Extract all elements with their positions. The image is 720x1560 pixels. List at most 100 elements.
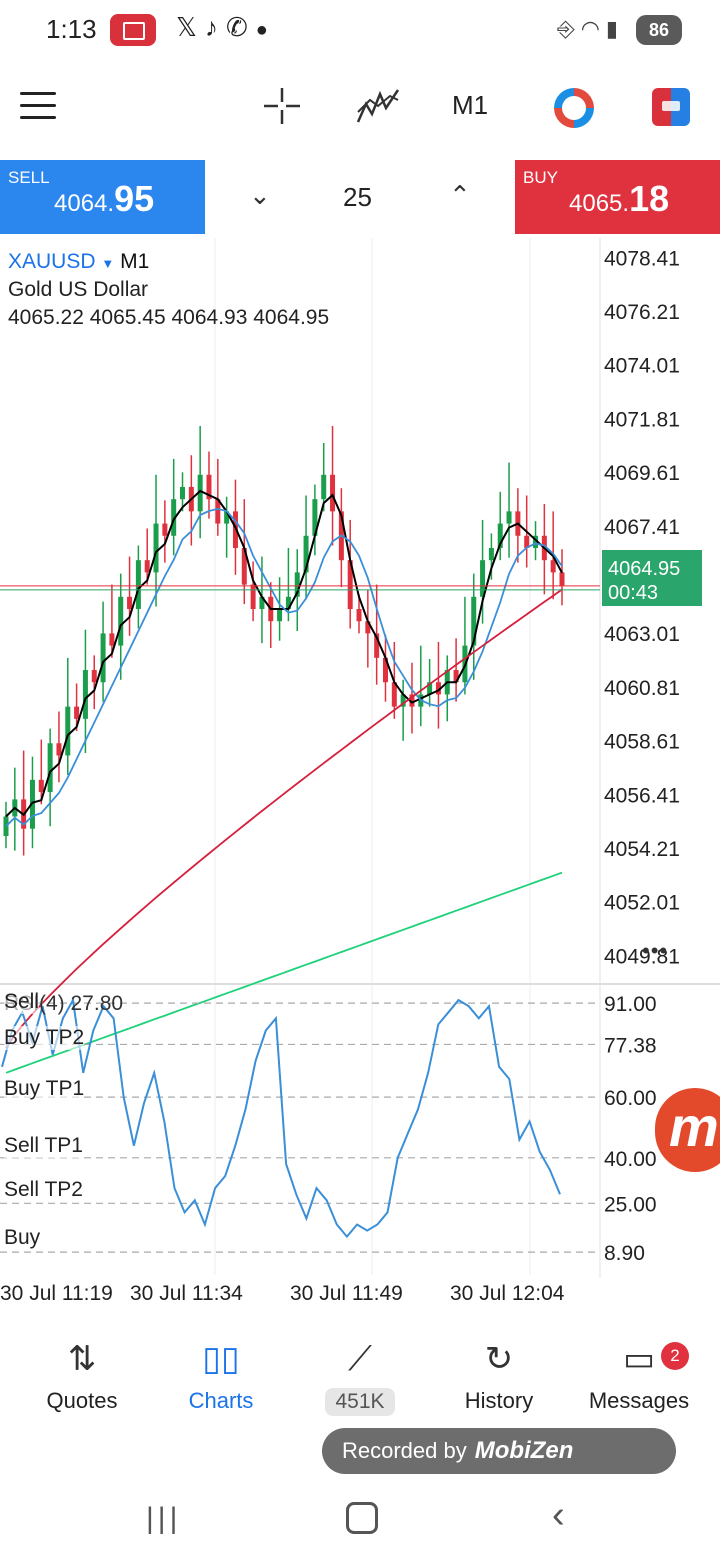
candle — [65, 706, 71, 756]
candle — [321, 474, 327, 500]
nav-history[interactable]: ↻ History — [429, 1330, 569, 1430]
sell-label: SELL — [8, 168, 50, 187]
back-icon[interactable]: ‹ — [552, 1494, 565, 1536]
price-axis-label: 4052.01 — [604, 892, 680, 915]
candle — [215, 499, 221, 524]
timeframe-button[interactable]: M1 — [452, 90, 489, 120]
sell-button[interactable]: SELL 4064.95 — [0, 160, 205, 234]
price-axis-label: 4054.21 — [604, 838, 680, 861]
candle — [506, 511, 512, 524]
buy-button[interactable]: BUY 4065.18 — [515, 160, 720, 234]
more-options-icon[interactable]: ••• — [642, 938, 669, 963]
level-label-sell: Sell — [4, 990, 40, 1014]
notification-icons: 𝕏♪✆● — [176, 12, 276, 43]
symbol-dropdown-icon[interactable]: ▼ — [101, 256, 115, 271]
candle — [330, 474, 336, 512]
rsi-line — [1, 997, 561, 1239]
rsi-axis-label: 60.00 — [604, 1087, 657, 1110]
candle — [382, 657, 388, 683]
candle — [3, 816, 9, 836]
status-time: 1:13 — [46, 14, 97, 44]
lot-increase-chevron-up-icon[interactable]: ⌃ — [449, 180, 471, 210]
chart-type-icon[interactable] — [652, 88, 690, 126]
crosshair-icon[interactable] — [262, 86, 302, 126]
candle — [91, 670, 97, 683]
buy-price: 4065.18 — [569, 178, 670, 219]
price-axis-label: 4060.81 — [604, 677, 680, 700]
candle — [241, 547, 247, 585]
price-axis-label: 4067.41 — [604, 516, 680, 539]
menu-icon[interactable] — [20, 92, 56, 120]
candle — [480, 560, 486, 597]
price-axis-label: 4056.41 — [604, 784, 680, 807]
cast-icon: ⎆ — [557, 16, 581, 41]
price-axis-label: 4049.81 — [604, 945, 680, 968]
candle — [47, 743, 53, 793]
candle — [206, 474, 212, 500]
price-axis-label: 4076.21 — [604, 301, 680, 324]
home-icon[interactable] — [346, 1502, 378, 1534]
mobizen-floating-icon[interactable] — [655, 1088, 720, 1172]
indicators-icon[interactable] — [356, 86, 400, 126]
candle — [285, 596, 291, 609]
trade-icon[interactable] — [554, 88, 594, 128]
system-icons: ⎆◠▮ — [557, 16, 624, 42]
candle — [82, 670, 88, 719]
candle — [74, 706, 80, 719]
candle — [259, 596, 265, 609]
candle — [144, 560, 150, 573]
x-icon: 𝕏 — [176, 12, 205, 42]
level-label-buy: Buy — [4, 1226, 41, 1250]
nav-messages[interactable]: ▭ 2 Messages — [569, 1330, 709, 1430]
history-icon: ↻ — [484, 1340, 514, 1378]
candle — [312, 499, 318, 536]
nav-charts[interactable]: ▯▯ Charts — [151, 1330, 291, 1430]
rsi-axis-label: 91.00 — [604, 993, 657, 1016]
bottom-navigation: ⇅ Quotes ▯▯ Charts ⟋ 451K ↻ History ▭ 2 … — [0, 1330, 720, 1440]
trade-chart-icon: ⟋ — [348, 1340, 372, 1378]
price-axis-label: 4071.81 — [604, 408, 680, 431]
ma-long-line — [5, 871, 563, 1074]
candle — [391, 682, 397, 707]
price-axis-label: 4069.61 — [604, 462, 680, 485]
lot-size-value[interactable]: 25 — [343, 182, 372, 212]
candle — [197, 474, 203, 512]
candle — [294, 572, 300, 597]
candle — [435, 682, 441, 695]
price-axis-label: 4074.01 — [604, 355, 680, 378]
symbol-name[interactable]: XAUUSD — [8, 250, 96, 273]
candle — [374, 633, 380, 658]
chart-toolbar: M1 — [0, 62, 720, 158]
price-axis-label: 4063.01 — [604, 623, 680, 646]
price-axis-label: 4058.61 — [604, 731, 680, 754]
candle — [559, 572, 565, 586]
current-price-tag: 4064.95 00:43 — [602, 550, 702, 606]
dot-icon: ● — [255, 19, 276, 41]
whatsapp-icon: ✆ — [225, 12, 256, 42]
wifi-icon: ◠ — [580, 16, 606, 41]
symbol-description: Gold US Dollar — [8, 278, 149, 301]
candle — [347, 560, 353, 609]
price-chart[interactable]: 4078.41 4076.21 4074.01 4071.81 4069.61 4067.… — [0, 236, 720, 1326]
candle — [488, 547, 494, 561]
level-label-sell-tp1: Sell TP1 — [4, 1134, 83, 1158]
ma-fast-line — [5, 489, 563, 818]
ohlc-values: 4065.22 4065.45 4064.93 4064.95 — [8, 306, 330, 329]
time-axis-label: 30 Jul 11:34 — [130, 1282, 243, 1305]
candle — [135, 560, 141, 609]
rsi-axis-label: 25.00 — [604, 1193, 657, 1216]
nav-trade[interactable]: ⟋ 451K — [290, 1330, 430, 1430]
candle — [162, 523, 168, 536]
candle — [453, 670, 459, 683]
messages-icon: ▭ — [622, 1340, 656, 1378]
lot-decrease-chevron-down-icon[interactable]: ⌄ — [249, 180, 271, 210]
recents-icon[interactable]: ||| — [146, 1502, 182, 1535]
candle — [524, 535, 530, 548]
nav-quotes[interactable]: ⇅ Quotes — [12, 1330, 152, 1430]
candle — [56, 743, 62, 756]
candle — [180, 486, 186, 500]
battery-icon: 86 — [636, 15, 682, 45]
candle — [153, 523, 159, 573]
candle — [497, 523, 503, 548]
system-navigation: ||| ‹ — [0, 1480, 720, 1560]
